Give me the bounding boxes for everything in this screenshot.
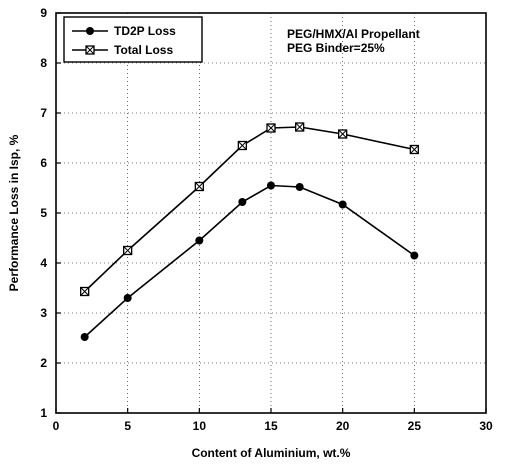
legend-marker-td2p [86,27,94,35]
data-point-td2p-loss [195,236,204,245]
legend-label-td2p: TD2P Loss [114,24,176,38]
x-tick-label: 0 [53,419,60,433]
y-tick-label: 5 [40,206,47,220]
data-point-td2p-loss [123,294,132,302]
axis-ticks: 0 5 10 15 20 25 30 1 2 3 4 5 6 7 8 9 [40,6,493,433]
data-point-total-loss [194,181,204,192]
y-axis-label: Performance Loss in Isp, % [7,134,21,291]
y-tick-label: 6 [40,156,47,170]
x-tick-label: 5 [124,419,131,433]
x-tick-label: 20 [336,419,350,433]
annotation-binder: PEG Binder=25% [287,41,385,55]
legend-marker-total [85,45,95,55]
data-point-total-loss [266,123,276,133]
legend-label-total: Total Loss [114,43,173,57]
series-line-td2p-loss [84,184,415,338]
y-tick-label: 3 [40,306,47,320]
data-point-total-loss [80,286,90,297]
series-line-total-loss [84,126,415,293]
data-point-td2p-loss [295,183,304,191]
grid-lines [56,13,486,413]
data-point-td2p-loss [238,198,247,206]
y-tick-label: 8 [40,56,47,70]
x-tick-label: 25 [408,419,422,433]
data-point-total-loss [295,122,305,132]
data-point-total-loss [409,144,419,155]
y-tick-label: 7 [40,106,47,120]
data-point-total-loss [123,245,133,256]
y-tick-label: 9 [40,6,47,20]
x-tick-label: 30 [479,419,493,433]
x-tick-label: 15 [264,419,278,433]
data-point-total-loss [237,140,247,151]
data-point-td2p-loss [338,200,347,209]
y-tick-label: 2 [40,356,47,370]
data-point-td2p-loss [80,333,89,341]
data-point-td2p-loss [267,181,275,190]
legend: TD2P Loss Total Loss [63,16,203,63]
y-tick-label: 1 [40,406,47,420]
annotation-propellant: PEG/HMX/Al Propellant [287,27,420,41]
x-axis-label: Content of Aluminium, wt.% [192,446,351,460]
data-point-td2p-loss [410,251,419,260]
y-tick-label: 4 [40,256,47,270]
series-group [80,122,419,341]
data-point-total-loss [338,129,348,139]
x-tick-label: 10 [193,419,207,433]
